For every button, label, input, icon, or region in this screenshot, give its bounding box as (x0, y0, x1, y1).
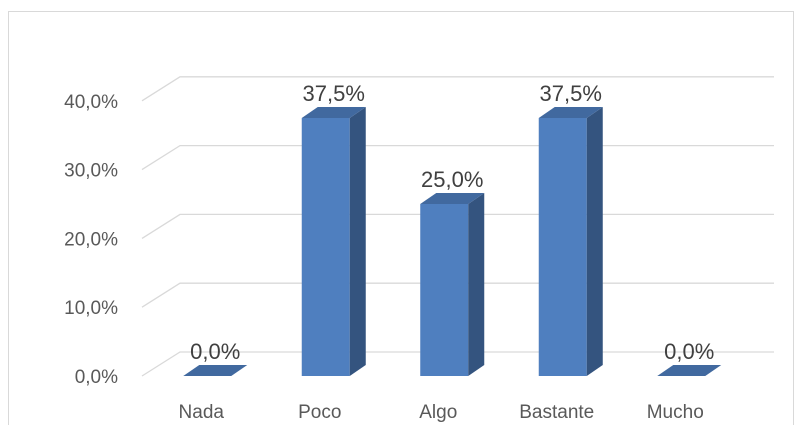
bar-top (538, 107, 603, 118)
bar-front (301, 118, 350, 376)
bar-top (420, 193, 485, 204)
chart-frame (8, 11, 794, 425)
bar-side (468, 193, 485, 376)
y-tick-label: 0,0% (75, 367, 118, 388)
data-label: 25,0% (421, 167, 483, 192)
bar-top (183, 365, 248, 376)
y-axis-tick-labels: 0,0% 10,0% 20,0% 30,0% 40,0% (64, 92, 118, 388)
category-label: Nada (179, 402, 225, 423)
bar-top (657, 365, 722, 376)
data-label: 0,0% (664, 339, 714, 364)
category-label: Mucho (647, 402, 704, 423)
category-label: Bastante (519, 402, 594, 423)
bar (183, 365, 248, 376)
bar-front (420, 204, 469, 376)
bar-front (538, 118, 587, 376)
y-tick-label: 30,0% (64, 161, 118, 182)
data-labels: 0,0% 37,5% 25,0% 37,5% 0,0% (190, 81, 714, 364)
category-label: Algo (419, 402, 457, 423)
bar (301, 107, 366, 376)
bar (657, 365, 722, 376)
data-label: 0,0% (190, 339, 240, 364)
data-label: 37,5% (303, 81, 365, 106)
y-tick-label: 20,0% (64, 229, 118, 250)
bar (420, 193, 485, 376)
gridline (141, 144, 774, 171)
y-tick-label: 40,0% (64, 92, 118, 113)
category-label: Poco (298, 402, 341, 423)
bar-side (349, 107, 366, 376)
y-tick-label: 10,0% (64, 298, 118, 319)
gridline (141, 76, 774, 102)
data-label: 37,5% (540, 81, 602, 106)
bar-top (301, 107, 366, 118)
bar (538, 107, 603, 376)
x-axis-category-labels: Nada Poco Algo Bastante Mucho (179, 402, 704, 423)
bar-side (586, 107, 603, 376)
bars (183, 107, 722, 376)
